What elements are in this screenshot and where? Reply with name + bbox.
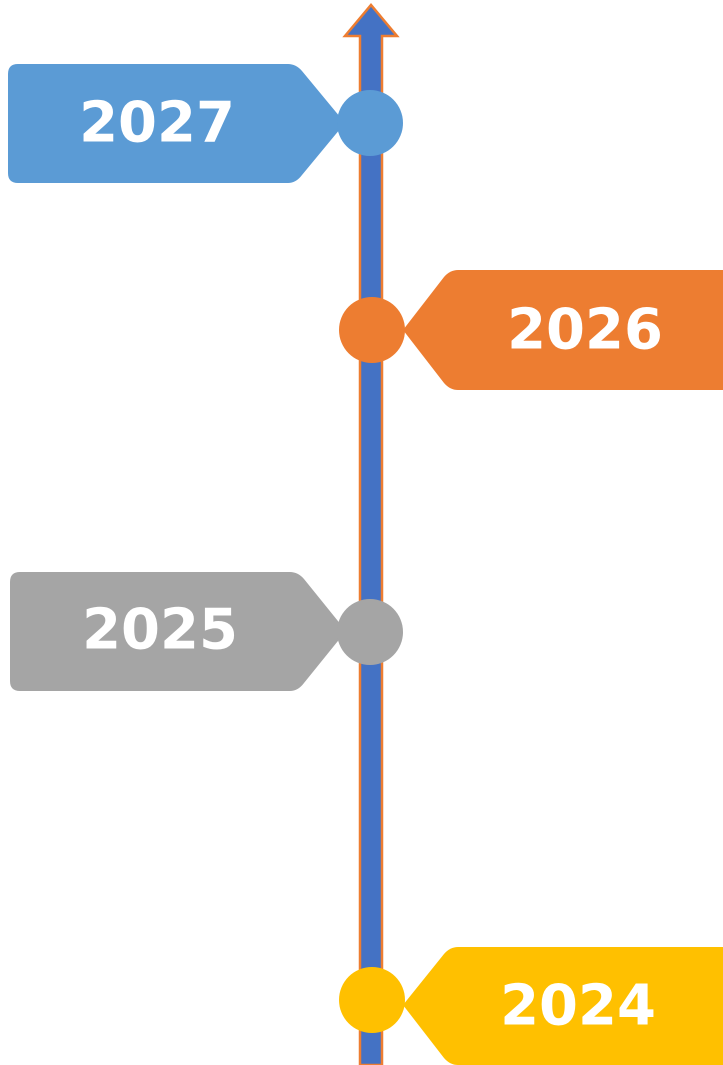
milestone-label: 2024 (500, 974, 656, 1039)
milestone-label: 2025 (82, 598, 238, 663)
milestone-dot (339, 297, 405, 363)
milestone-label: 2026 (507, 298, 663, 363)
milestone-dot (337, 90, 403, 156)
timeline-axis (345, 5, 397, 1065)
page: 2027 2026 2025 2024 (() => { const data … (0, 0, 723, 1065)
timeline: 2027 2026 2025 2024 (0, 0, 723, 1065)
milestone-dot (337, 599, 403, 665)
milestone-dot (339, 967, 405, 1033)
milestone-label: 2027 (79, 91, 235, 156)
